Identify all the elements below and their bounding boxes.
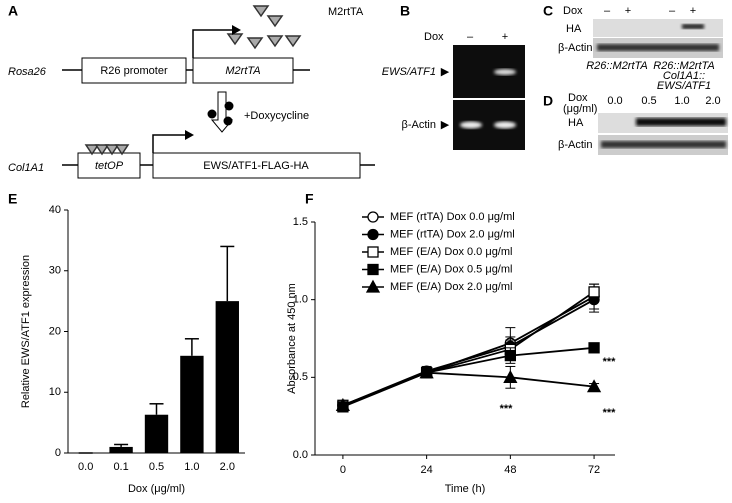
legend-label: MEF (E/A) Dox 2.0 μg/ml bbox=[390, 281, 512, 293]
y-axis-title: Relative EWS/ATF1 expression bbox=[20, 255, 32, 408]
y-tick-label: 30 bbox=[49, 265, 61, 277]
annotation: *** bbox=[500, 403, 514, 415]
x-tick-label: 0.0 bbox=[78, 461, 93, 473]
y-tick-label: 1.5 bbox=[293, 216, 308, 228]
row-label: EWS/ATF1 bbox=[382, 66, 436, 78]
lane-label: 1.0 bbox=[674, 95, 689, 107]
inducer-label: +Doxycycline bbox=[244, 110, 309, 122]
y-axis-title: Absorbance at 450 nm bbox=[286, 283, 298, 394]
y-tick-label: 20 bbox=[49, 325, 61, 337]
legend-label: MEF (rtTA) Dox 2.0 μg/ml bbox=[390, 228, 515, 240]
panel-label: C bbox=[543, 3, 553, 19]
marker bbox=[365, 279, 381, 293]
bar bbox=[215, 301, 239, 453]
lane-label: 2.0 bbox=[705, 95, 720, 107]
row-label: HA bbox=[566, 23, 582, 35]
group-label: R26::M2rtTA bbox=[653, 60, 715, 72]
x-tick-label: 72 bbox=[588, 464, 600, 476]
group-label: R26::M2rtTA bbox=[586, 60, 648, 72]
row-label: β-Actin bbox=[558, 139, 592, 151]
lane-label: 0.0 bbox=[607, 95, 622, 107]
box-label: M2rtTA bbox=[225, 65, 260, 77]
marker bbox=[367, 246, 379, 258]
x-tick-label: 0.1 bbox=[113, 461, 128, 473]
row-label: β-Actin bbox=[558, 42, 592, 54]
x-tick-label: 1.0 bbox=[184, 461, 199, 473]
marker bbox=[503, 369, 518, 383]
x-tick-label: 24 bbox=[421, 464, 433, 476]
protein-label: M2rtTA bbox=[328, 6, 364, 18]
x-tick-label: 0 bbox=[340, 464, 346, 476]
lane-label: + bbox=[690, 5, 696, 17]
dox-label: Dox bbox=[563, 5, 583, 17]
protein-icons bbox=[226, 5, 302, 50]
lane-label: – bbox=[669, 5, 676, 17]
lane-label: – bbox=[467, 31, 474, 43]
bar bbox=[109, 446, 133, 453]
box-label: tetOP bbox=[95, 160, 124, 172]
line bbox=[342, 291, 595, 407]
panel-label: A bbox=[8, 3, 18, 19]
marker bbox=[419, 365, 434, 379]
y-tick-label: 0 bbox=[55, 447, 61, 459]
dox-label: Dox bbox=[568, 92, 588, 104]
lane-label: 0.5 bbox=[641, 95, 656, 107]
x-tick-label: 48 bbox=[504, 464, 516, 476]
panel-a: A M2rtTA Rosa26 R26 promoter M2rtTA +Dox… bbox=[8, 3, 375, 179]
group-label: EWS/ATF1 bbox=[657, 80, 711, 92]
marker bbox=[588, 286, 600, 298]
marker bbox=[367, 228, 379, 241]
panel-label: E bbox=[8, 191, 17, 207]
bar bbox=[144, 414, 169, 453]
marker bbox=[367, 263, 379, 276]
panel-label: B bbox=[400, 3, 410, 19]
y-tick-label: 1.0 bbox=[293, 294, 308, 306]
panel-label: D bbox=[543, 93, 553, 109]
row-label: β-Actin bbox=[402, 119, 436, 131]
legend-label: MEF (rtTA) Dox 0.0 μg/ml bbox=[390, 211, 515, 223]
x-tick-label: 0.5 bbox=[149, 461, 164, 473]
box-label: R26 promoter bbox=[100, 65, 168, 77]
y-tick-label: 0.0 bbox=[293, 449, 308, 461]
svg-text:▶: ▶ bbox=[441, 119, 450, 131]
group-label: Col1A1:: bbox=[663, 70, 705, 82]
svg-text:▶: ▶ bbox=[441, 66, 450, 78]
panel-c: C Dox – + – + HA β-Actin R26::M2rtTA R26… bbox=[543, 3, 723, 92]
row-label: HA bbox=[568, 117, 584, 129]
marker bbox=[586, 379, 602, 393]
bar bbox=[180, 355, 204, 453]
x-axis-title: Dox (μg/ml) bbox=[128, 483, 185, 495]
panel-b: B Dox – + EWS/ATF1 ▶ β-Actin ▶ bbox=[382, 3, 525, 150]
x-tick-label: 2.0 bbox=[220, 461, 235, 473]
annotation: *** bbox=[603, 407, 617, 419]
lane-label: + bbox=[502, 31, 508, 43]
lane-label: + bbox=[625, 5, 631, 17]
charts: E 0 10 20 30 40 Relative EWS/ATF1 expression Do… bbox=[8, 191, 616, 495]
line bbox=[342, 298, 595, 407]
dox-label: (μg/ml) bbox=[563, 103, 597, 115]
line bbox=[342, 346, 595, 408]
locus-label: Col1A1 bbox=[8, 162, 44, 174]
marker bbox=[335, 397, 351, 411]
y-tick-label: 10 bbox=[49, 386, 61, 398]
lane-label: – bbox=[604, 5, 611, 17]
locus-label: Rosa26 bbox=[8, 66, 47, 78]
marker bbox=[504, 349, 516, 362]
box-label: EWS/ATF1-FLAG-HA bbox=[203, 160, 309, 172]
dox-label: Dox bbox=[424, 31, 444, 43]
panel-label: F bbox=[305, 191, 314, 207]
line bbox=[342, 371, 595, 407]
panel-d: D Dox (μg/ml) 0.0 0.5 1.0 2.0 HA β-Actin bbox=[543, 92, 728, 155]
legend-label: MEF (E/A) Dox 0.0 μg/ml bbox=[390, 246, 512, 258]
marker bbox=[588, 342, 600, 354]
annotation: *** bbox=[603, 356, 617, 368]
marker bbox=[367, 211, 379, 223]
y-tick-label: 0.5 bbox=[293, 371, 308, 383]
operator-sites bbox=[84, 144, 130, 156]
y-tick-label: 40 bbox=[49, 204, 61, 216]
legend-label: MEF (E/A) Dox 0.5 μg/ml bbox=[390, 263, 512, 275]
x-axis-title: Time (h) bbox=[445, 483, 486, 495]
